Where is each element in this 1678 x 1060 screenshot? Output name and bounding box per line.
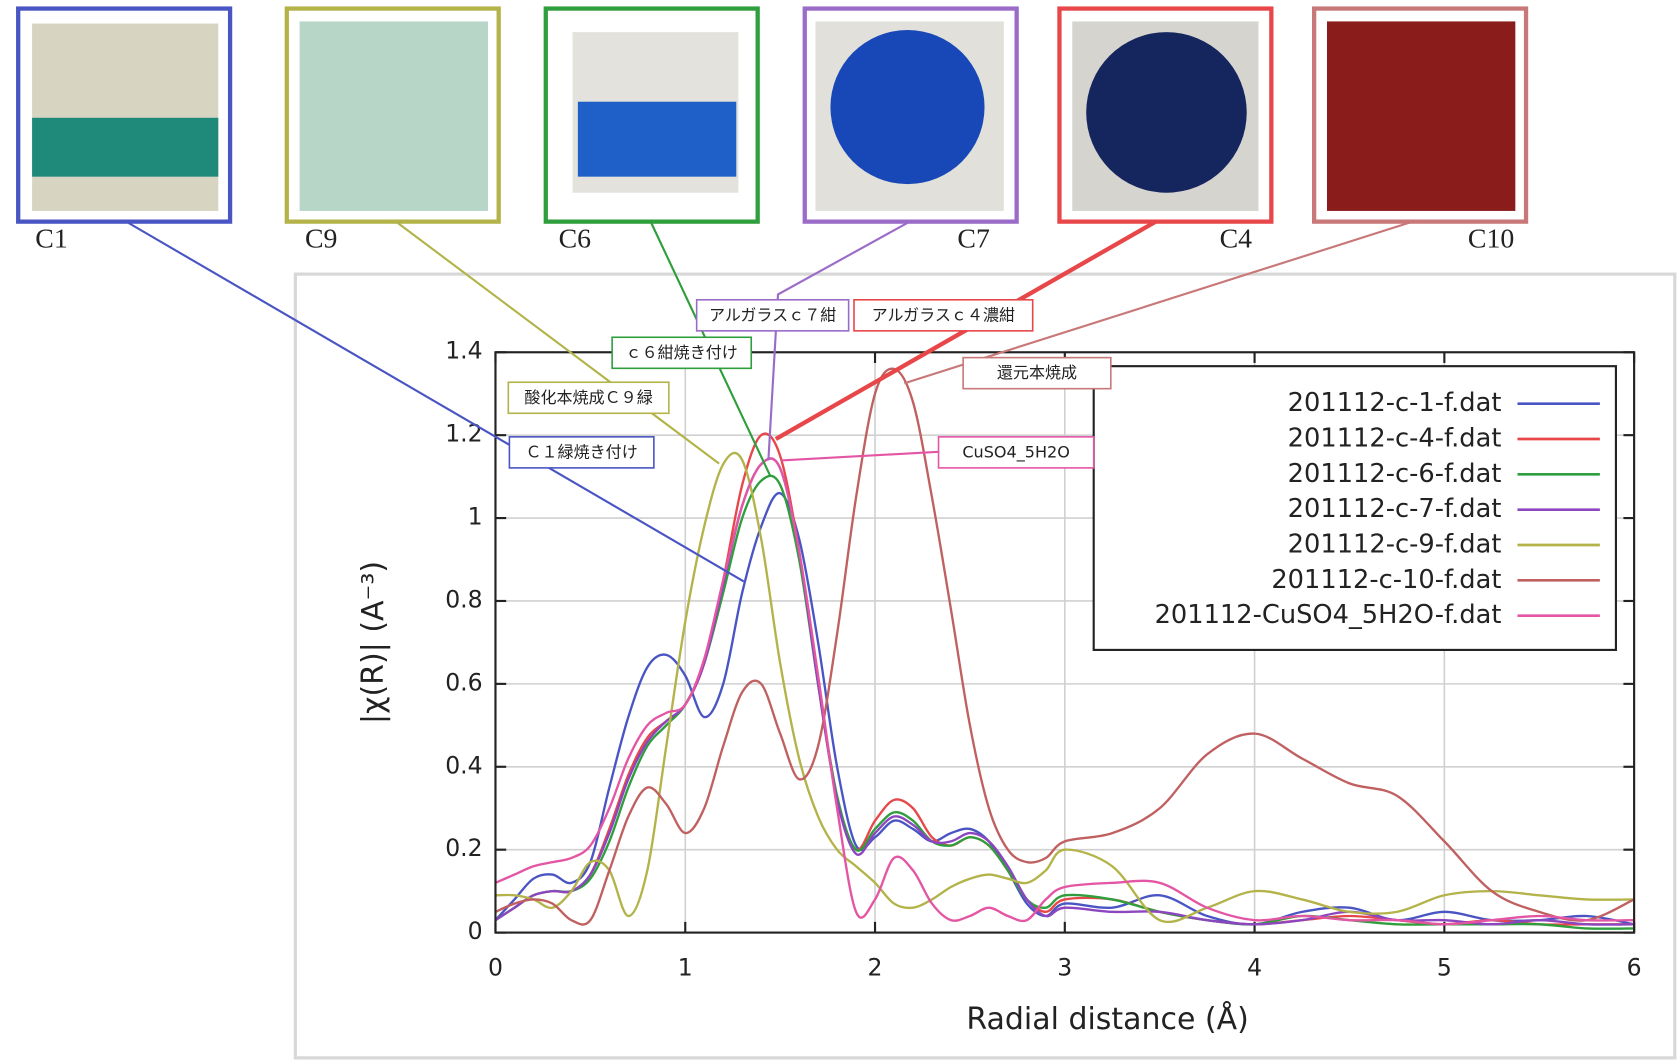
photo-c1	[32, 24, 218, 211]
legend-label: 201112-c-1-f.dat	[1288, 388, 1502, 418]
y-tick-label: 0.6	[445, 668, 482, 696]
y-tick-label: 1	[468, 503, 483, 531]
x-tick-label: 5	[1437, 953, 1452, 981]
legend-label: 201112-c-10-f.dat	[1271, 565, 1501, 595]
photo-c10	[1327, 21, 1515, 211]
y-tick-label: 0.2	[445, 834, 482, 862]
photo-label: C9	[305, 223, 337, 254]
annotation: アルガラスｃ７紺	[709, 305, 836, 324]
photo-c6-glaze	[578, 102, 736, 177]
legend-label: 201112-CuSO4_5H2O-f.dat	[1155, 600, 1502, 630]
photo-c4-glaze	[1086, 32, 1247, 193]
annotation: アルガラスｃ４濃紺	[872, 305, 1015, 324]
photos	[32, 21, 1515, 211]
photo-label: C1	[35, 223, 67, 254]
legend-label: 201112-c-6-f.dat	[1288, 459, 1502, 489]
annotation: ｃ６紺焼き付け	[626, 343, 738, 362]
legend-label: 201112-c-4-f.dat	[1288, 423, 1502, 453]
y-tick-label: 0.4	[445, 751, 482, 779]
x-axis-label: Radial distance (Å)	[966, 1001, 1248, 1037]
x-tick-label: 2	[868, 953, 883, 981]
y-tick-label: 0	[468, 917, 483, 945]
annotation: 還元本焼成	[997, 363, 1077, 382]
x-tick-label: 0	[488, 953, 503, 981]
x-tick-label: 4	[1247, 953, 1262, 981]
x-tick-label: 6	[1627, 953, 1642, 981]
legend-label: 201112-c-9-f.dat	[1288, 529, 1502, 559]
y-tick-label: 1.2	[445, 420, 482, 448]
x-tick-label: 3	[1057, 953, 1072, 981]
legend-label: 201112-c-7-f.dat	[1288, 494, 1502, 524]
annotation: 酸化本焼成Ｃ９緑	[524, 388, 652, 407]
photo-c9	[300, 21, 488, 211]
y-tick-label: 1.4	[445, 337, 482, 365]
photo-c7-glaze	[830, 30, 984, 184]
x-tick-label: 1	[678, 953, 693, 981]
photo-label: C4	[1220, 223, 1253, 254]
figure: C1 C9 C6 C7 C4 C10 0 0.2 0.4 0.6 0.8 1 1.2 1.4 0 1 2 3 4 5 6…	[0, 0, 1678, 1060]
annotation: Ｃ１緑焼き付け	[525, 442, 637, 461]
photo-label: C7	[957, 223, 990, 254]
photo-label: C10	[1468, 223, 1514, 254]
annotation: CuSO4_5H2O	[962, 442, 1070, 462]
y-axis-label: |χ(R)| (A⁻³)	[356, 561, 391, 724]
y-tick-label: 0.8	[445, 585, 482, 613]
photo-c1-glaze	[32, 118, 218, 177]
photo-label: C6	[559, 223, 592, 254]
